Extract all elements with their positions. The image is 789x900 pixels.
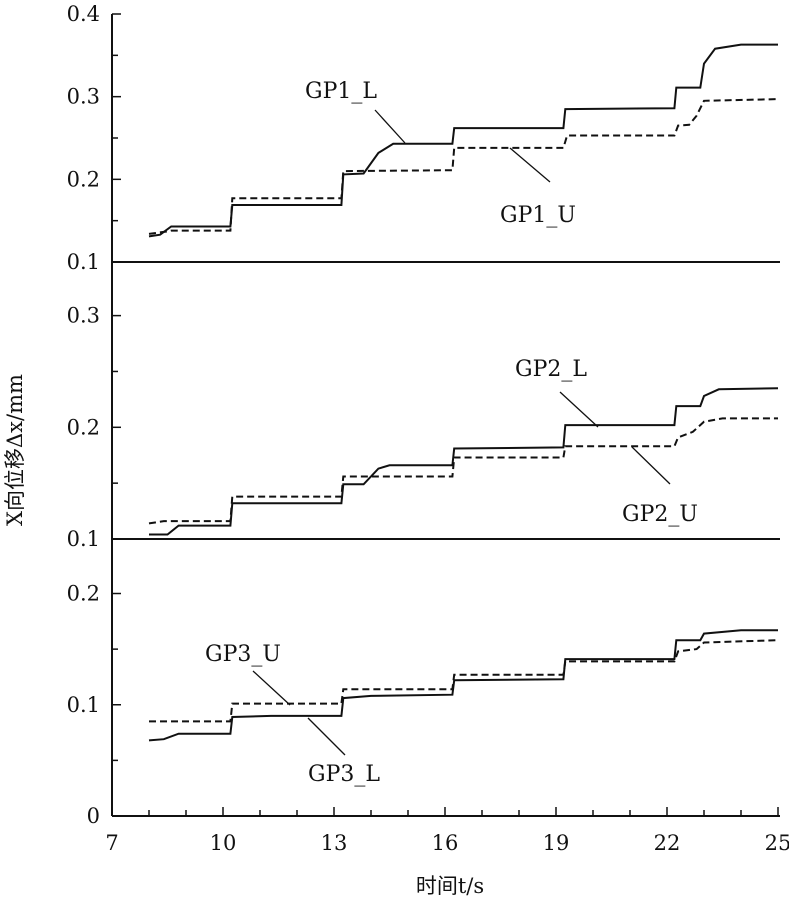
x-tick-label: 13 — [321, 831, 348, 855]
series-line-gp1-u — [148, 98, 779, 235]
series-line-gp2-u — [148, 417, 778, 525]
x-tick-label: 22 — [654, 831, 681, 855]
y-tick-label: 0.2 — [67, 167, 100, 191]
x-tick-label: 7 — [105, 831, 118, 855]
y-tick-label: 0.3 — [67, 85, 100, 109]
series-label-gp1-u: GP1_U — [500, 203, 576, 228]
series-line-gp3-l — [148, 629, 778, 742]
series-label-gp3-u: GP3_U — [205, 642, 281, 667]
y-tick-label: 0.2 — [67, 415, 100, 439]
annotation-leader-line — [252, 670, 291, 706]
series-line-gp3-u — [149, 639, 779, 723]
series-label-gp3-l: GP3_L — [308, 762, 380, 787]
x-tick-label: 16 — [432, 831, 459, 855]
y-tick-label: 0.1 — [67, 527, 100, 551]
y-tick-label: 0.2 — [67, 582, 100, 606]
series-label-gp1-l: GP1_L — [305, 79, 377, 104]
annotation-leader-line — [559, 391, 599, 428]
annotation-leader-line — [631, 446, 671, 485]
y-tick-label: 0 — [87, 804, 100, 828]
y-tick-label: 0.4 — [67, 2, 100, 26]
y-tick-label: 0.1 — [67, 250, 100, 274]
x-tick-label: 10 — [210, 831, 237, 855]
y-tick-label: 0.3 — [67, 304, 100, 328]
annotation-leader-line — [509, 147, 551, 183]
y-axis-label: X向位移Δx/mm — [3, 374, 27, 526]
x-tick-label: 19 — [543, 831, 570, 855]
annotation-leader-line — [307, 717, 346, 756]
y-tick-label: 0.1 — [67, 693, 100, 717]
annotation-leader-line — [374, 109, 406, 144]
x-tick-label: 25 — [765, 831, 789, 855]
series-label-gp2-u: GP2_U — [622, 502, 698, 527]
series-label-gp2-l: GP2_L — [515, 357, 587, 382]
x-axis-label: 时间t/s — [416, 874, 484, 898]
series-line-gp1-l — [148, 43, 778, 238]
